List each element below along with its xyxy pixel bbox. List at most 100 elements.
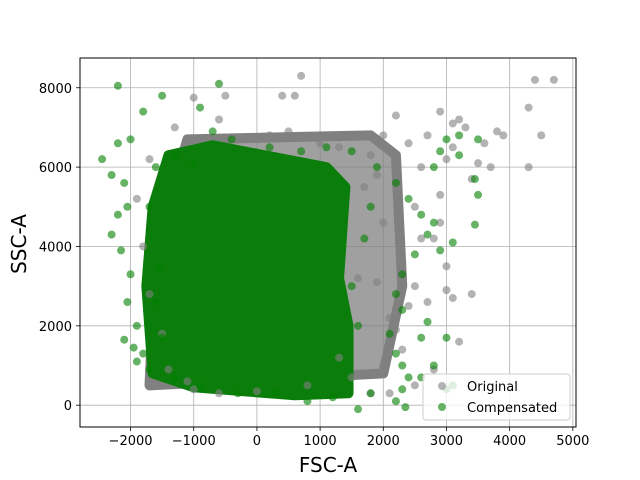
scatter-point xyxy=(183,377,192,386)
scatter-point xyxy=(372,171,381,180)
scatter-point xyxy=(354,274,363,283)
scatter-point xyxy=(429,218,438,227)
series-compensated xyxy=(98,79,483,414)
scatter-point xyxy=(429,361,438,370)
scatter-point xyxy=(379,218,388,227)
scatter-point xyxy=(303,381,312,390)
scatter-point xyxy=(417,234,426,243)
scatter-point xyxy=(474,190,483,199)
scatter-point xyxy=(470,220,479,229)
scatter-point xyxy=(145,202,154,211)
y-tick-label: 4000 xyxy=(39,240,72,255)
scatter-point xyxy=(379,361,388,370)
scatter-point xyxy=(347,282,356,291)
scatter-point xyxy=(271,389,280,398)
scatter-point xyxy=(455,115,464,124)
compensated-dense-region xyxy=(141,140,354,401)
scatter-point xyxy=(442,155,451,164)
scatter-point xyxy=(132,321,141,330)
scatter-point xyxy=(401,403,410,412)
scatter-point xyxy=(297,147,306,156)
scatter-point xyxy=(530,75,539,84)
scatter-point xyxy=(221,91,230,100)
scatter-point xyxy=(442,333,451,342)
scatter-point xyxy=(151,298,160,307)
scatter-point xyxy=(372,163,381,172)
scatter-point xyxy=(404,194,413,203)
scatter-point xyxy=(265,131,274,140)
scatter-point xyxy=(233,135,242,144)
scatter-point xyxy=(107,230,116,239)
scatter-point xyxy=(429,234,438,243)
scatter-point xyxy=(265,143,274,152)
scatter-point xyxy=(436,218,445,227)
y-tick-label: 8000 xyxy=(39,82,72,97)
scatter-point xyxy=(461,123,470,132)
scatter-point xyxy=(385,313,394,322)
scatter-point xyxy=(398,305,407,314)
scatter-point xyxy=(303,397,312,406)
x-axis-ticks: −2000 −1000 0 1000 2000 3000 4000 5000 xyxy=(109,427,589,449)
scatter-point xyxy=(284,127,293,136)
scatter-point xyxy=(335,353,344,362)
scatter-point xyxy=(391,111,400,120)
scatter-point xyxy=(113,210,122,219)
scatter-point xyxy=(423,230,432,239)
x-tick-label: 1000 xyxy=(304,434,337,449)
legend-label-compensated: Compensated xyxy=(467,401,557,416)
scatter-point xyxy=(139,242,148,251)
scatter-point xyxy=(120,178,129,187)
scatter-point xyxy=(158,333,167,342)
scatter-point xyxy=(499,131,508,140)
scatter-point xyxy=(107,171,116,180)
scatter-point xyxy=(123,202,132,211)
scatter-point xyxy=(474,135,483,144)
scatter-point xyxy=(120,335,129,344)
scatter-point xyxy=(328,393,337,402)
scatter-point xyxy=(290,91,299,100)
scatter-point xyxy=(455,151,464,160)
legend-marker-compensated xyxy=(438,403,446,411)
scatter-point xyxy=(372,278,381,287)
scatter-point xyxy=(145,290,154,299)
scatter-point xyxy=(467,290,476,299)
y-tick-label: 2000 xyxy=(39,320,72,335)
scatter-point xyxy=(322,143,331,152)
scatter-point xyxy=(123,298,132,307)
scatter-point xyxy=(436,246,445,255)
y-tick-label: 6000 xyxy=(39,161,72,176)
scatter-point xyxy=(442,286,451,295)
scatter-point xyxy=(524,103,533,112)
scatter-point xyxy=(398,361,407,370)
scatter-point xyxy=(233,389,242,398)
scatter-point xyxy=(208,127,217,136)
scatter-point xyxy=(126,135,135,144)
scatter-point xyxy=(151,163,160,172)
scatter-point xyxy=(410,202,419,211)
scatter-point xyxy=(442,262,451,271)
series-original xyxy=(132,71,558,398)
scatter-point xyxy=(278,91,287,100)
x-tick-label: 0 xyxy=(253,434,261,449)
scatter-point xyxy=(215,115,224,124)
scatter-point xyxy=(391,290,400,299)
scatter-point xyxy=(360,182,369,191)
scatter-point xyxy=(398,345,407,354)
x-tick-label: 2000 xyxy=(367,434,400,449)
scatter-point xyxy=(215,389,224,398)
scatter-point xyxy=(417,333,426,342)
scatter-point xyxy=(398,258,407,267)
scatter-point xyxy=(98,155,107,164)
scatter-point xyxy=(335,143,344,152)
scatter-point xyxy=(145,365,154,374)
scatter-point xyxy=(404,373,413,382)
scatter-point xyxy=(129,343,138,352)
scatter-point xyxy=(139,107,148,116)
scatter-point xyxy=(347,147,356,156)
scatter-point xyxy=(404,139,413,148)
scatter-point xyxy=(524,163,533,172)
scatter-point xyxy=(448,119,457,128)
scatter-point xyxy=(117,246,126,255)
scatter-point xyxy=(537,131,546,140)
scatter-point xyxy=(189,159,198,168)
